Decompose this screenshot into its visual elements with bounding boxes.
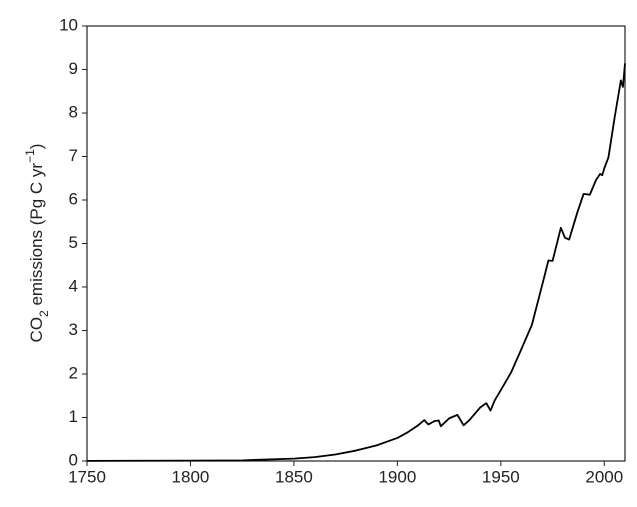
y-axis-label: CO2 emissions (Pg C yr−1) bbox=[23, 144, 51, 343]
y-tick-label: 8 bbox=[69, 102, 78, 121]
x-tick-label: 1950 bbox=[482, 467, 520, 486]
y-label-part: −1 bbox=[23, 149, 37, 163]
x-tick-label: 1750 bbox=[68, 467, 106, 486]
y-tick-label: 0 bbox=[69, 450, 78, 469]
y-tick-label: 10 bbox=[59, 15, 78, 34]
x-tick-label: 2000 bbox=[585, 467, 623, 486]
y-label-part: ) bbox=[27, 144, 46, 150]
y-tick-label: 9 bbox=[69, 59, 78, 78]
y-tick-label: 6 bbox=[69, 189, 78, 208]
data-line bbox=[86, 63, 626, 462]
y-tick-label: 3 bbox=[69, 320, 78, 339]
x-tick-label: 1900 bbox=[378, 467, 416, 486]
y-label-part: emissions (Pg C yr bbox=[27, 163, 46, 311]
x-tick-label: 1800 bbox=[172, 467, 210, 486]
y-tick-label: 1 bbox=[69, 407, 78, 426]
plot-frame bbox=[86, 25, 626, 462]
y-tick-label: 2 bbox=[69, 363, 78, 382]
y-tick-label: 7 bbox=[69, 146, 78, 165]
y-tick-label: 5 bbox=[69, 233, 78, 252]
x-tick-label: 1850 bbox=[275, 467, 313, 486]
y-label-part: 2 bbox=[37, 310, 51, 317]
y-label-part: CO bbox=[27, 317, 46, 343]
y-tick-label: 4 bbox=[69, 276, 78, 295]
